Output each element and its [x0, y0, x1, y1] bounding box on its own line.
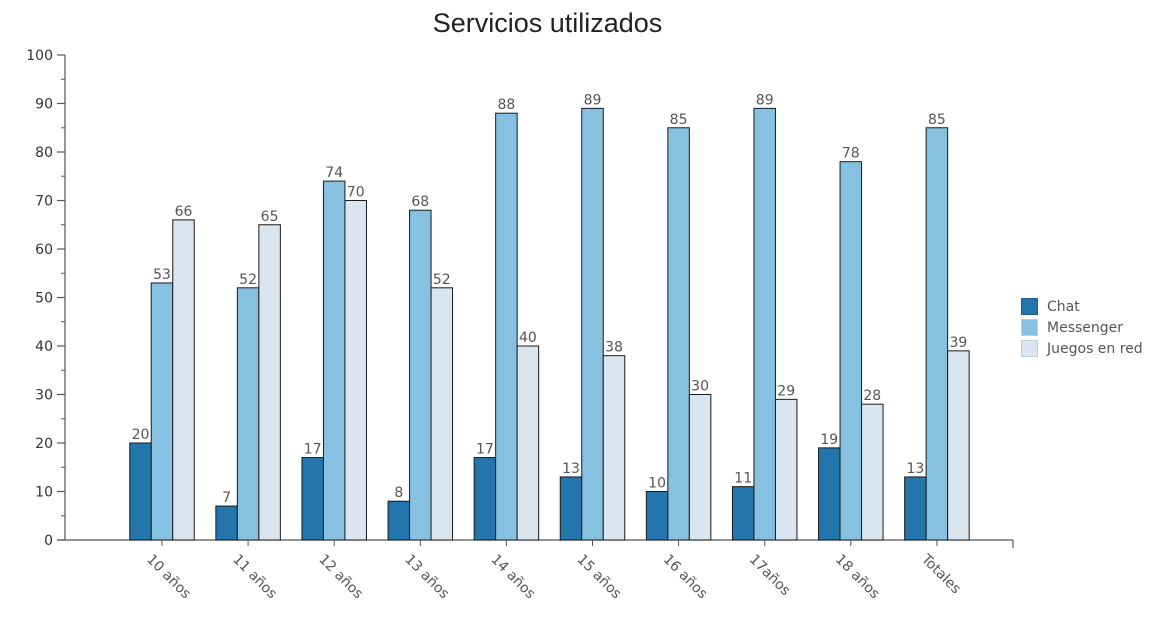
y-tick-label: 60: [35, 242, 53, 258]
legend-item-chat: Chat: [1021, 296, 1143, 317]
data-label: 30: [691, 379, 709, 395]
bar-messenger: [925, 127, 949, 541]
y-tick-label: 10: [35, 485, 53, 501]
legend-item-messenger: Messenger: [1021, 317, 1143, 338]
x-tick-label: 17años: [746, 552, 793, 599]
data-label: 74: [325, 165, 343, 181]
bar-juegos-en-red: [516, 345, 540, 541]
data-label: 39: [949, 335, 967, 351]
data-label: 11: [734, 471, 752, 487]
data-label: 89: [584, 92, 602, 108]
legend-swatch-messenger: [1021, 319, 1038, 336]
bar-chat: [473, 457, 497, 541]
data-label: 28: [863, 388, 881, 404]
data-label: 66: [175, 204, 193, 220]
legend-swatch-chat: [1021, 298, 1038, 315]
bar-messenger: [839, 161, 863, 541]
bar-juegos-en-red: [947, 350, 970, 541]
bar-chat: [904, 476, 927, 541]
x-tick-label: 16 años: [660, 552, 711, 603]
bar-messenger: [322, 180, 346, 541]
bar-messenger: [667, 127, 690, 541]
y-tick-label: 70: [35, 194, 53, 210]
data-label: 78: [842, 146, 860, 162]
bar-messenger: [409, 209, 432, 541]
bar-juegos-en-red: [344, 200, 367, 541]
legend-item-juegos-en-red: Juegos en red: [1021, 338, 1143, 359]
bar-messenger: [581, 107, 604, 541]
x-tick-label: 12 años: [315, 552, 366, 603]
bar-chat: [559, 476, 583, 541]
data-label: 52: [239, 272, 257, 288]
x-tick-label: 14 años: [488, 552, 539, 603]
x-tick-label: Totales: [917, 551, 963, 597]
bar-juegos-en-red: [258, 224, 281, 541]
bar-messenger: [753, 107, 776, 541]
data-label: 10: [648, 476, 666, 492]
data-label: 20: [132, 427, 150, 443]
data-label: 8: [394, 485, 403, 501]
bar-juegos-en-red: [430, 287, 454, 541]
data-label: 19: [820, 432, 838, 448]
data-label: 68: [411, 194, 429, 210]
bar-juegos-en-red: [688, 394, 712, 541]
data-label: 13: [906, 461, 924, 477]
bar-chat: [731, 486, 755, 541]
legend-label: Chat: [1047, 298, 1080, 315]
legend-label: Messenger: [1047, 319, 1124, 336]
legend-swatch-juegos-en-red: [1021, 340, 1038, 357]
legend: Chat Messenger Juegos en red: [1021, 296, 1143, 359]
data-label: 7: [222, 490, 231, 506]
bar-juegos-en-red: [172, 219, 195, 541]
data-label: 89: [756, 92, 774, 108]
x-tick-label: 10 años: [143, 552, 194, 603]
x-tick-label: 11 años: [229, 552, 280, 603]
bar-messenger: [150, 282, 174, 541]
bar-chat: [301, 457, 324, 541]
bar-juegos-en-red: [861, 403, 884, 541]
data-label: 88: [497, 97, 515, 113]
y-tick-label: 90: [35, 97, 53, 113]
chart-title: Servicios utilizados: [432, 8, 663, 38]
y-tick-label: 0: [44, 533, 53, 549]
data-label: 38: [605, 340, 623, 356]
legend-label: Juegos en red: [1047, 340, 1143, 357]
data-label: 13: [562, 461, 580, 477]
data-label: 85: [928, 112, 946, 128]
x-tick-label: 18 años: [832, 552, 883, 603]
bar-messenger: [495, 112, 518, 541]
y-tick-label: 30: [35, 388, 53, 404]
bar-juegos-en-red: [774, 398, 798, 541]
x-tick-label: 15 años: [574, 552, 625, 603]
data-label: 70: [347, 185, 365, 201]
y-tick-label: 40: [35, 339, 53, 355]
bar-chat: [645, 491, 669, 541]
bar-chat: [387, 500, 411, 541]
y-tick-label: 50: [35, 291, 53, 307]
bar-juegos-en-red: [602, 355, 626, 541]
data-label: 40: [519, 330, 537, 346]
data-label: 53: [153, 267, 171, 283]
data-label: 17: [304, 442, 322, 458]
y-tick-label: 80: [35, 145, 53, 161]
data-label: 29: [777, 383, 795, 399]
data-label: 17: [476, 442, 494, 458]
bar-chat: [818, 447, 841, 541]
y-tick-label: 20: [35, 436, 53, 452]
data-label: 65: [261, 209, 279, 225]
y-tick-label: 100: [26, 48, 53, 64]
bar-messenger: [236, 287, 260, 541]
bar-chat: [129, 442, 152, 541]
x-tick-label: 13 años: [401, 552, 452, 603]
data-label: 52: [433, 272, 451, 288]
data-label: 85: [670, 112, 688, 128]
bar-chat: [215, 505, 238, 541]
